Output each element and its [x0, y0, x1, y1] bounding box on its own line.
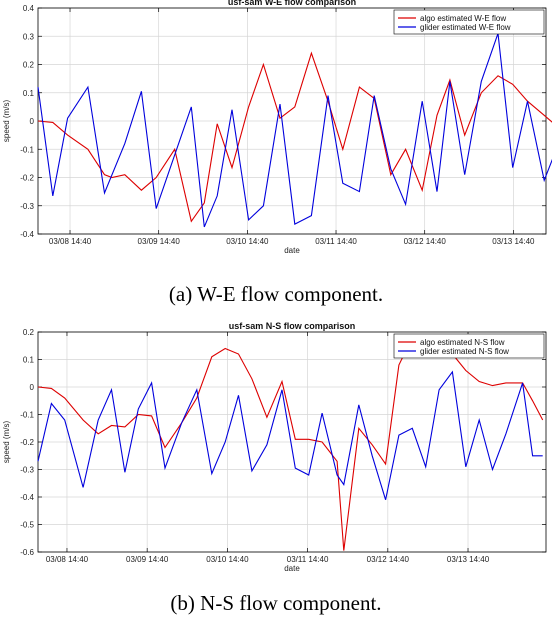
we-ytick-label-3: -0.1	[20, 145, 34, 154]
ns-legend-label-1: glider estimated N-S flow	[420, 347, 509, 356]
ns-series-1-line	[37, 370, 543, 500]
we-flow-chart: -0.4 -0.3 -0.2 -0.1 0 0.1 0.2 0.3 0.4 03/08 14:40…	[2, 0, 552, 255]
we-legend-label-0: algo estimated W-E flow	[420, 14, 506, 23]
ns-ytick-label-5: -0.1	[20, 411, 34, 420]
ns-flow-figure: -0.6 -0.5 -0.4 -0.3 -0.2 -0.1 0 0.1 0.2 03/08 14:…	[0, 316, 552, 626]
we-xtick-label-4: 03/12 14:40	[404, 237, 447, 246]
we-ytick-label-2: -0.2	[20, 174, 34, 183]
ns-ytick-label-3: -0.3	[20, 466, 34, 475]
ns-legend-box	[393, 333, 545, 359]
ns-flow-caption: (b) N-S flow component.	[170, 591, 382, 615]
we-series-0-line	[37, 51, 552, 223]
ns-xlabel: date	[284, 564, 300, 573]
we-flow-caption: (a) W-E flow component.	[168, 282, 384, 306]
ns-ytick-label-2: -0.4	[20, 493, 34, 502]
we-xtick-label-5: 03/13 14:40	[492, 237, 535, 246]
we-xtick-label-2: 03/10 14:40	[226, 237, 269, 246]
we-ytick-label-8: 0.4	[23, 4, 35, 13]
we-legend-box	[393, 9, 545, 35]
ns-ytick-label-4: -0.2	[20, 438, 34, 447]
ns-flow-chart: -0.6 -0.5 -0.4 -0.3 -0.2 -0.1 0 0.1 0.2 03/08 14:…	[2, 321, 547, 573]
ns-ytick-label-7: 0.1	[23, 356, 35, 365]
we-xtick-label-0: 03/08 14:40	[49, 237, 92, 246]
ns-series-0-line	[37, 336, 544, 551]
we-ytick-label-4: 0	[30, 117, 35, 126]
ns-xtick-label-4: 03/12 14:40	[367, 555, 410, 564]
ns-ytick-label-0: -0.6	[20, 548, 34, 557]
ns-xtick-label-0: 03/08 14:40	[46, 555, 89, 564]
ns-ylabel: speed (m/s)	[2, 421, 11, 464]
ns-xtick-label-5: 03/13 14:40	[447, 555, 490, 564]
ns-legend-label-0: algo estimated N-S flow	[420, 338, 505, 347]
ns-xtick-label-2: 03/10 14:40	[206, 555, 249, 564]
ns-ytick-label-8: 0.2	[23, 328, 35, 337]
we-xtick-label-3: 03/11 14:40	[315, 237, 357, 246]
we-legend-label-1: glider estimated W-E flow	[420, 23, 511, 32]
ns-ytick-label-1: -0.5	[20, 521, 34, 530]
we-flow-figure: -0.4 -0.3 -0.2 -0.1 0 0.1 0.2 0.3 0.4 03/08 14:40…	[2, 0, 552, 306]
we-ytick-label-7: 0.3	[23, 32, 35, 41]
ns-xtick-label-1: 03/09 14:40	[126, 555, 169, 564]
ns-title: usf-sam N-S flow comparison	[229, 321, 356, 331]
we-xlabel: date	[284, 246, 300, 255]
we-ylabel: speed (m/s)	[2, 100, 11, 143]
we-ytick-label-1: -0.3	[20, 202, 34, 211]
we-series-1-line	[37, 33, 552, 228]
we-ytick-label-6: 0.2	[23, 61, 35, 70]
we-xtick-label-1: 03/09 14:40	[138, 237, 181, 246]
we-ytick-label-5: 0.1	[23, 89, 35, 98]
we-ytick-label-0: -0.4	[20, 230, 34, 239]
ns-xtick-label-3: 03/11 14:40	[287, 555, 329, 564]
ns-ytick-label-6: 0	[30, 383, 35, 392]
we-title: usf-sam W-E flow comparison	[228, 0, 356, 7]
